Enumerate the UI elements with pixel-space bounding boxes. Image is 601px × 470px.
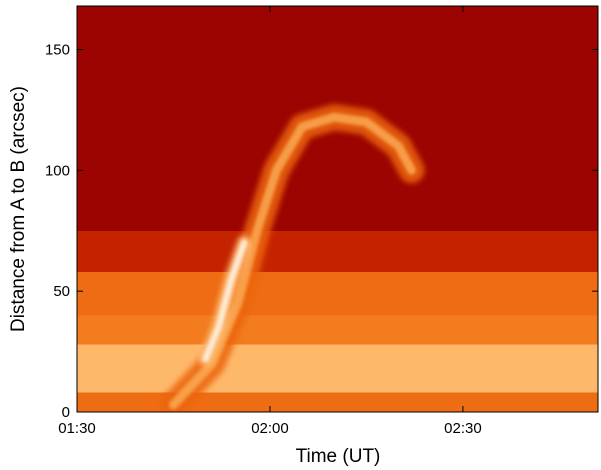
x-tick-label: 02:00: [251, 420, 289, 437]
x-tick-label: 02:30: [444, 420, 482, 437]
y-tick-label: 150: [45, 42, 70, 59]
x-axis-label: Time (UT): [296, 446, 381, 467]
y-tick-label: 50: [53, 283, 70, 300]
eruption-features: [160, 104, 425, 412]
plot-frame: [76, 5, 599, 413]
y-tick-label: 100: [45, 162, 70, 179]
y-axis-label: Distance from A to B (arcsec): [8, 86, 29, 332]
y-tick-label: 0: [62, 404, 70, 421]
eruption-front: [169, 112, 416, 410]
x-axis: 01:30 02:00 02:30: [58, 6, 482, 437]
heatmap-background: [77, 6, 598, 412]
plot-area: [77, 6, 598, 412]
x-tick-label: 01:30: [58, 420, 96, 437]
y-axis: 0 50 100 150: [45, 42, 598, 421]
bright-core: [202, 239, 248, 362]
